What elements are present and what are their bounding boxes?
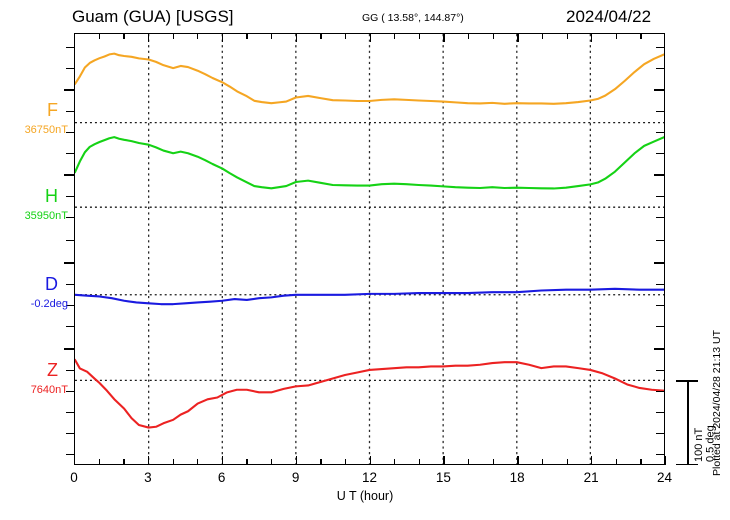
scale-bar-bottom-cap (676, 463, 698, 466)
xtick-label-18: 18 (509, 470, 525, 485)
component-label-Z: Z (47, 360, 58, 380)
trace-F (75, 52, 664, 105)
component-value-D: -0.2deg (30, 298, 68, 310)
component-label-F: F (47, 100, 58, 120)
xtick-label-15: 15 (435, 470, 451, 485)
xtick-label-21: 21 (583, 470, 599, 485)
magnetogram-plot-frame (74, 33, 665, 465)
component-value-H: 35950nT (24, 210, 68, 222)
trace-Z (75, 358, 664, 429)
component-label-H: H (45, 186, 58, 206)
vertical-gridlines (148, 34, 591, 464)
plotted-at-timestamp: Plotted at 2024/04/28 21:13 UT (711, 330, 723, 476)
component-value-F: 36750nT (24, 124, 68, 136)
station-title: Guam (GUA) [USGS] (72, 7, 234, 26)
trace-layer (75, 34, 664, 464)
plot-canvas (75, 34, 664, 464)
xtick-label-3: 3 (144, 470, 152, 485)
trace-D (75, 287, 664, 306)
trace-H (75, 136, 664, 190)
geographic-coordinates: GG ( 13.58°, 144.87°) (362, 12, 464, 24)
xtick-label-6: 6 (217, 470, 226, 485)
xtick-label-24: 24 (656, 470, 673, 485)
x-axis-title: U T (hour) (336, 489, 394, 503)
observation-date: 2024/04/22 (566, 7, 652, 26)
scale-bar-line (687, 380, 689, 465)
xtick-label-0: 0 (70, 470, 78, 485)
xtick-label-12: 12 (361, 470, 378, 485)
component-label-D: D (45, 274, 58, 294)
component-value-Z: 7640nT (30, 384, 68, 396)
xtick-label-9: 9 (291, 470, 300, 485)
